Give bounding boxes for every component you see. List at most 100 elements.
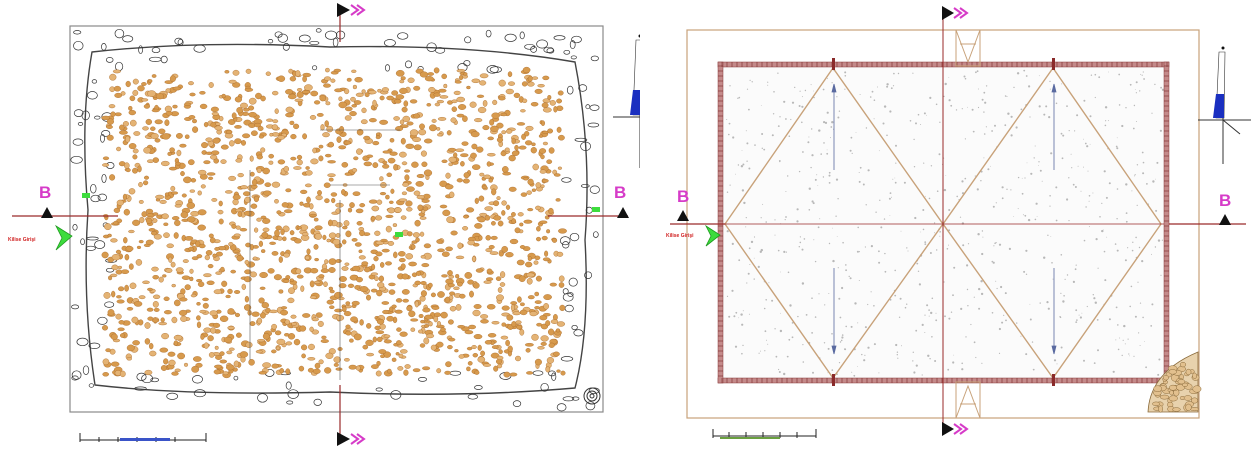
- speckle: [859, 166, 862, 169]
- floor-stone: [300, 285, 305, 292]
- heap-stone: [1192, 372, 1197, 379]
- floor-stone: [534, 300, 542, 304]
- speckle: [746, 142, 749, 145]
- floor-stone: [139, 216, 145, 224]
- floor-stone: [364, 267, 371, 273]
- floor-stone: [305, 166, 310, 170]
- floor-stone: [301, 90, 311, 94]
- speckle: [1088, 195, 1091, 197]
- floor-stone: [248, 111, 257, 118]
- floor-stone: [387, 368, 392, 374]
- floor-stone: [277, 159, 286, 165]
- speckle: [1070, 153, 1072, 155]
- floor-stone: [249, 321, 256, 326]
- speckle: [978, 287, 981, 291]
- floor-stone: [285, 112, 294, 118]
- heap-stone: [1168, 395, 1178, 402]
- floor-stone: [132, 340, 140, 346]
- green-marker: [395, 232, 403, 237]
- speckle: [894, 181, 897, 184]
- floor-stone: [467, 240, 476, 246]
- rubble-stone: [546, 47, 555, 54]
- floor-stone: [455, 148, 465, 152]
- floor-stone: [430, 344, 437, 351]
- floor-stone: [372, 141, 380, 146]
- speckle: [799, 241, 802, 244]
- speckle: [873, 99, 876, 101]
- floor-stone: [421, 263, 430, 268]
- speckle: [741, 323, 744, 326]
- rubble-stone: [151, 47, 161, 54]
- speckle: [783, 372, 786, 376]
- speckle: [961, 108, 963, 110]
- speckle: [796, 208, 799, 211]
- floor-stone: [311, 317, 319, 322]
- floor-stone: [289, 230, 295, 236]
- speckle: [1095, 238, 1098, 241]
- floor-stone: [220, 266, 225, 272]
- floor-stone: [445, 172, 451, 179]
- speckle: [1157, 373, 1160, 376]
- speckle: [836, 96, 838, 98]
- speckle: [786, 355, 789, 358]
- floor-stone: [227, 325, 235, 330]
- speckle: [886, 85, 889, 88]
- floor-stone: [414, 219, 421, 227]
- floor-stone: [474, 370, 480, 375]
- speckle: [907, 250, 909, 252]
- speckle: [924, 332, 926, 333]
- speckle: [801, 121, 803, 124]
- floor-stone: [559, 304, 566, 312]
- speckle: [1160, 86, 1162, 89]
- floor-stone: [196, 315, 201, 321]
- floor-stone: [531, 333, 539, 341]
- floor-stone: [293, 166, 302, 170]
- speckle: [943, 188, 947, 192]
- speckle: [889, 215, 891, 216]
- floor-stone: [469, 101, 477, 108]
- speckle: [998, 243, 1002, 246]
- floor-stone: [108, 104, 116, 109]
- floor-stone: [106, 118, 115, 125]
- speckle: [964, 77, 967, 80]
- speckle: [928, 197, 931, 200]
- floor-stone: [511, 218, 517, 224]
- floor-stone: [151, 108, 160, 113]
- rubble-stone: [404, 60, 413, 69]
- floor-stone: [291, 322, 297, 326]
- floor-stone: [341, 189, 346, 196]
- floor-stone: [256, 154, 263, 160]
- floor-stone: [174, 203, 182, 208]
- floor-stone: [290, 156, 297, 161]
- speckle: [921, 323, 924, 326]
- speckle: [830, 137, 831, 139]
- speckle: [950, 104, 953, 107]
- speckle: [981, 252, 984, 256]
- speckle: [726, 119, 728, 120]
- rubble-stone: [313, 398, 322, 406]
- floor-stone: [513, 92, 521, 99]
- floor-stone: [480, 314, 489, 319]
- floor-stone: [413, 144, 422, 151]
- speckle: [1046, 301, 1049, 304]
- rubble-stone: [73, 30, 82, 35]
- floor-stone: [314, 225, 323, 231]
- speckle: [746, 282, 748, 284]
- speckle: [912, 351, 914, 353]
- floor-stone: [203, 121, 209, 128]
- speckle: [734, 345, 738, 348]
- floor-stone: [364, 92, 370, 98]
- floor-stone: [374, 325, 381, 331]
- rubble-stone: [566, 85, 574, 95]
- floor-stone: [129, 119, 137, 127]
- speckle: [1038, 165, 1039, 166]
- rubble-stone: [578, 84, 588, 92]
- floor-stone: [210, 327, 217, 334]
- floor-stone: [332, 238, 341, 246]
- floor-stone: [258, 297, 265, 304]
- floor-stone: [440, 311, 448, 319]
- speckle: [1020, 335, 1022, 337]
- floor-stone: [536, 226, 541, 232]
- speckle: [1123, 324, 1126, 328]
- floor-stone: [344, 262, 350, 266]
